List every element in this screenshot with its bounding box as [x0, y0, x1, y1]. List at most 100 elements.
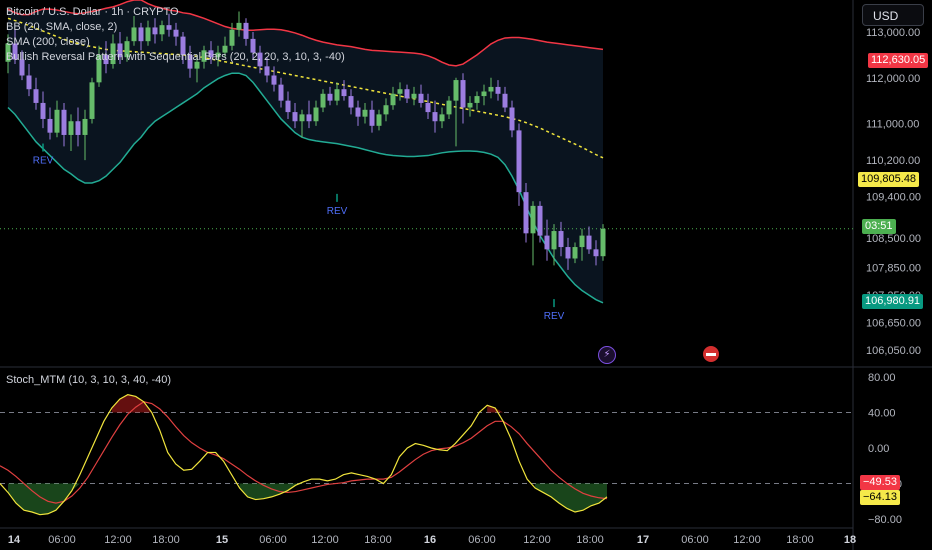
candle-body [264, 66, 270, 76]
candle [383, 98, 389, 122]
candle [68, 114, 74, 151]
candle-body [215, 52, 221, 58]
candle [229, 22, 235, 51]
candle [306, 100, 312, 129]
candle [110, 34, 116, 69]
currency-button[interactable]: USD [862, 4, 924, 26]
candle-body [474, 96, 480, 103]
time-axis-tick-label: 12:00 [104, 534, 132, 546]
candle-body [544, 235, 550, 250]
candle-body [89, 82, 95, 119]
candle-body [579, 235, 585, 248]
stoch-axis-tick-label: 0.00 [868, 443, 889, 455]
indicator-legend-bb[interactable]: BB (20, SMA, close, 2) [6, 21, 118, 33]
candle-body [418, 93, 424, 103]
candle [565, 237, 571, 270]
candle [544, 219, 550, 261]
stoch-d-line [0, 401, 608, 504]
us-flag-icon[interactable]: ▬ [703, 346, 719, 362]
bb-upper-line [7, 0, 604, 67]
candle-body [572, 247, 578, 259]
bb-lower-price-label: 106,980.91 [862, 294, 924, 309]
candle-body [26, 75, 32, 90]
candle-body [362, 109, 368, 117]
time-axis-tick-label: 15 [216, 534, 228, 546]
candle [453, 77, 459, 147]
rev-marker-label: REV [327, 206, 348, 217]
candle-body [194, 61, 200, 69]
candle-body [586, 235, 592, 250]
candle-body [285, 100, 291, 113]
candle [474, 91, 480, 110]
candle-body [19, 59, 25, 76]
overbought-fill [111, 394, 504, 413]
candle-body [369, 109, 375, 126]
candle [299, 109, 305, 138]
candle [54, 100, 60, 138]
candle-body [446, 100, 452, 115]
candle-body [96, 54, 102, 83]
candle-body [5, 43, 11, 62]
candle-body [187, 54, 193, 69]
candle-body [152, 27, 158, 35]
rev-marker-label: REV [33, 156, 54, 167]
stoch-axis-tick-label: 40.00 [868, 407, 896, 419]
candle [103, 41, 109, 74]
candle [292, 102, 298, 129]
sma-200-line [7, 17, 604, 159]
candle [572, 242, 578, 264]
candle-body [103, 54, 109, 65]
candle-body [509, 107, 515, 131]
candle [215, 45, 221, 67]
candle-body [320, 93, 326, 108]
candle [180, 32, 186, 65]
candle [320, 89, 326, 113]
candle [439, 107, 445, 129]
candle-body [551, 231, 557, 250]
candle [502, 86, 508, 113]
candle-body [481, 91, 487, 97]
chart-title: Bitcoin / U.S. Dollar · 1h · CRYPTO [6, 6, 179, 18]
candle [194, 54, 200, 83]
candle-body [40, 102, 46, 119]
candle [362, 102, 368, 124]
stoch-legend[interactable]: Stoch_MTM (10, 3, 10, 3, 40, -40) [6, 374, 172, 386]
indicator-legend-sma[interactable]: SMA (200, close) [6, 36, 90, 48]
candle [425, 93, 431, 119]
candle-body [117, 43, 123, 58]
candle-body [236, 22, 242, 30]
candle-body [488, 86, 494, 92]
candle [460, 73, 466, 124]
time-axis-tick-label: 18:00 [152, 534, 180, 546]
candle-body [523, 192, 529, 234]
candle [313, 100, 319, 126]
lightning-icon[interactable]: ⚡ [598, 346, 616, 364]
candle-body [397, 89, 403, 94]
countdown-label: 03:51 [862, 219, 896, 234]
candle-body [593, 249, 599, 257]
candle [40, 91, 46, 129]
candle-body [404, 89, 410, 99]
candle-body [159, 25, 165, 35]
candle-body [271, 75, 277, 85]
candle [530, 201, 536, 266]
candle [355, 100, 361, 126]
candle [397, 82, 403, 101]
candle [488, 77, 494, 99]
price-axis-tick-label: 109,400.00 [866, 192, 921, 204]
candle [551, 224, 557, 266]
candle [257, 45, 263, 74]
price-axis-tick-label: 110,200.00 [866, 155, 920, 167]
candle-body [383, 105, 389, 115]
indicator-legend-reversal[interactable]: Bullish Reversal Pattern with Sequential… [6, 51, 345, 63]
candle-body [250, 38, 256, 53]
time-axis-tick-label: 06:00 [468, 534, 496, 546]
candle-body [222, 45, 228, 53]
candle [579, 228, 585, 261]
candle [432, 100, 438, 133]
candle [516, 123, 522, 206]
time-axis-tick-label: 17 [637, 534, 649, 546]
candle [593, 240, 599, 266]
candle-body [537, 205, 543, 236]
